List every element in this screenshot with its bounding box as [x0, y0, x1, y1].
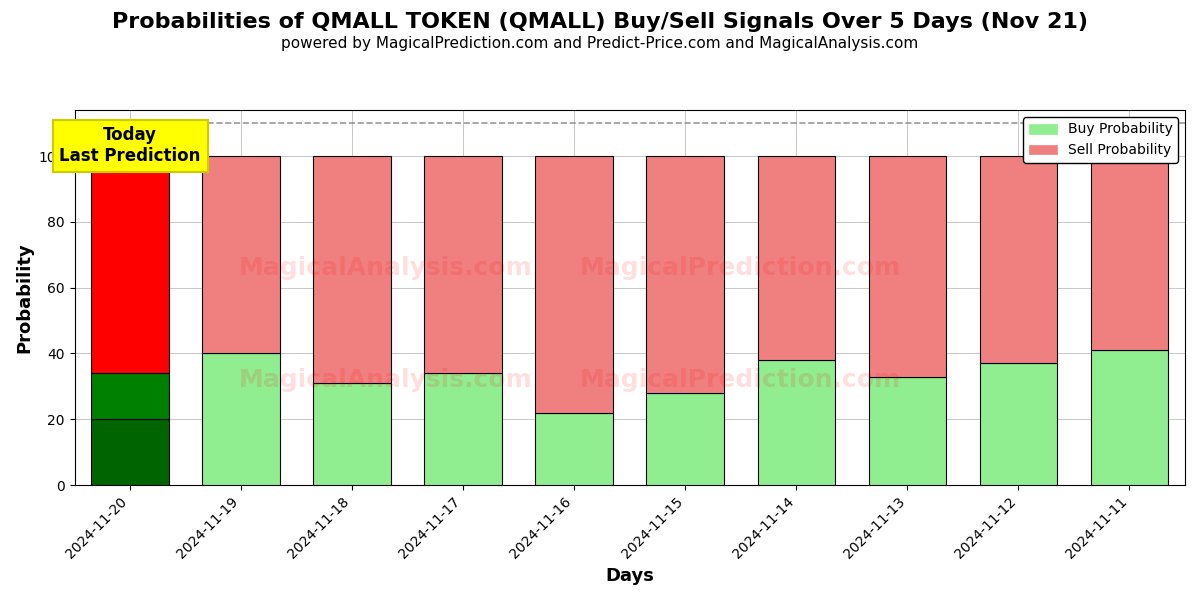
Text: Probabilities of QMALL TOKEN (QMALL) Buy/Sell Signals Over 5 Days (Nov 21): Probabilities of QMALL TOKEN (QMALL) Buy…: [112, 12, 1088, 32]
Y-axis label: Probability: Probability: [16, 242, 34, 353]
X-axis label: Days: Days: [605, 567, 654, 585]
Text: MagicalPrediction.com: MagicalPrediction.com: [581, 368, 901, 392]
Bar: [425, 156, 502, 373]
Bar: [869, 377, 947, 485]
Bar: [313, 156, 391, 383]
Bar: [647, 156, 725, 393]
Bar: [91, 373, 169, 419]
Bar: [979, 364, 1057, 485]
Bar: [91, 419, 169, 485]
Bar: [535, 413, 613, 485]
Text: MagicalAnalysis.com: MagicalAnalysis.com: [239, 368, 533, 392]
Bar: [869, 156, 947, 377]
Bar: [979, 156, 1057, 364]
Bar: [647, 393, 725, 485]
Bar: [1091, 156, 1169, 350]
Bar: [203, 353, 280, 485]
Bar: [313, 383, 391, 485]
Text: powered by MagicalPrediction.com and Predict-Price.com and MagicalAnalysis.com: powered by MagicalPrediction.com and Pre…: [281, 36, 919, 51]
Bar: [203, 156, 280, 353]
Legend: Buy Probability, Sell Probability: Buy Probability, Sell Probability: [1024, 117, 1178, 163]
Bar: [757, 360, 835, 485]
Bar: [1091, 350, 1169, 485]
Bar: [757, 156, 835, 360]
Text: MagicalAnalysis.com: MagicalAnalysis.com: [239, 256, 533, 280]
Text: Today
Last Prediction: Today Last Prediction: [60, 127, 200, 165]
Bar: [535, 156, 613, 413]
Bar: [91, 156, 169, 373]
Bar: [425, 373, 502, 485]
Text: MagicalPrediction.com: MagicalPrediction.com: [581, 256, 901, 280]
